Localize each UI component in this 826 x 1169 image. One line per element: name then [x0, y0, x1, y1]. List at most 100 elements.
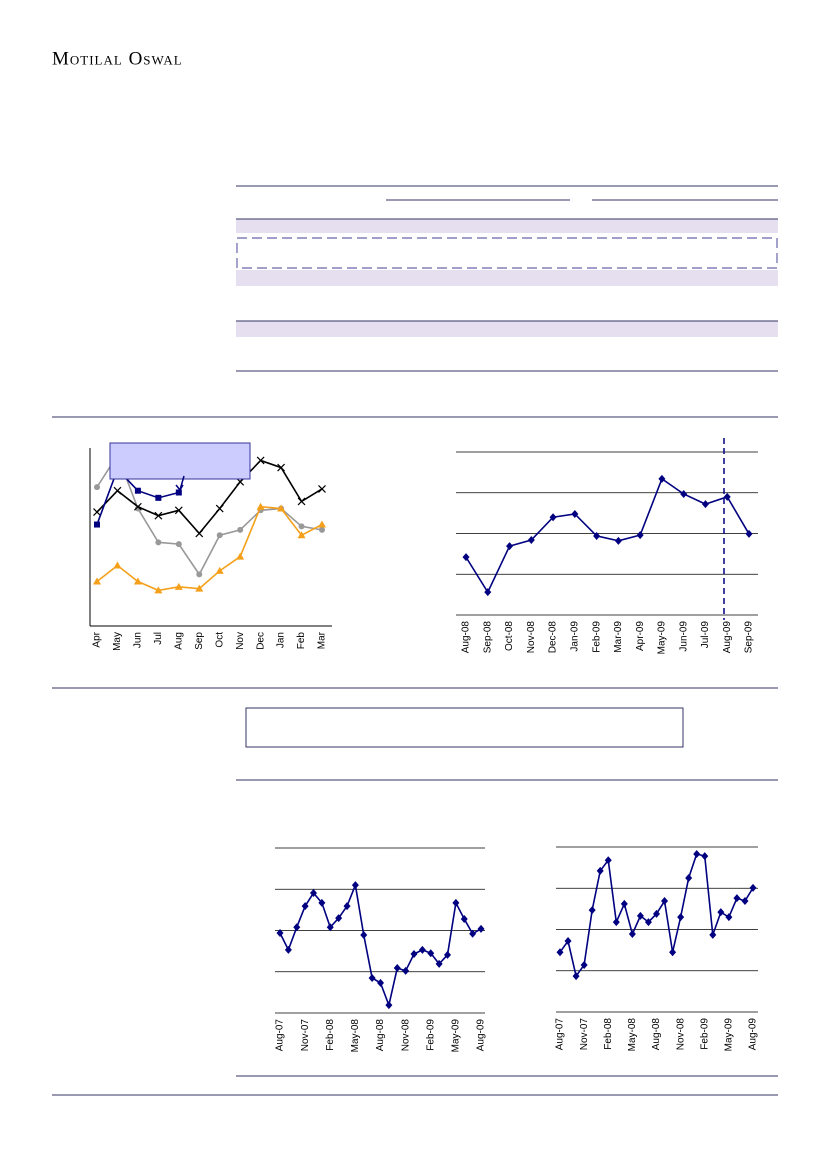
marker — [195, 529, 204, 538]
marker — [469, 929, 477, 938]
marker — [343, 902, 351, 911]
marker — [155, 539, 162, 546]
marker — [677, 913, 685, 922]
marker — [693, 850, 701, 859]
marker — [572, 972, 580, 981]
marker — [593, 531, 601, 540]
marker — [661, 897, 669, 906]
series-line — [465, 477, 750, 594]
legend-box — [109, 442, 251, 480]
marker — [113, 486, 122, 495]
x-tick-label: Aug-09 — [748, 1018, 759, 1051]
x-tick-label: Nov-08 — [675, 1018, 686, 1051]
x-tick-label: Nov-08 — [526, 621, 537, 654]
marker — [319, 526, 325, 533]
marker — [318, 485, 326, 493]
marker — [318, 520, 326, 528]
x-tick-label: Jun-09 — [678, 621, 689, 652]
marker — [195, 584, 204, 592]
marker — [410, 950, 418, 959]
marker — [749, 883, 757, 892]
marker — [154, 586, 163, 594]
marker — [427, 949, 435, 958]
marker — [298, 523, 305, 530]
marker — [477, 924, 485, 933]
marker — [133, 577, 142, 585]
marker — [174, 582, 183, 590]
marker — [506, 542, 514, 551]
marker — [216, 532, 223, 539]
marker — [484, 588, 492, 597]
marker — [741, 897, 749, 906]
marker — [393, 964, 401, 973]
x-tick-label: Jul — [153, 632, 164, 645]
shaded-row — [236, 219, 778, 233]
marker — [256, 502, 265, 510]
marker — [293, 923, 301, 932]
marker — [155, 494, 162, 501]
x-tick-label: Aug-09 — [476, 1019, 487, 1052]
x-tick-label: Nov-07 — [300, 1019, 311, 1052]
marker — [113, 561, 122, 569]
x-tick-label: Aug-08 — [375, 1019, 386, 1052]
marker — [215, 566, 224, 574]
marker — [435, 959, 443, 968]
marker — [276, 928, 284, 937]
x-tick-label: Jan — [276, 632, 287, 648]
marker — [134, 487, 141, 494]
marker — [385, 1001, 393, 1010]
x-tick-label: Feb-08 — [603, 1018, 614, 1050]
marker — [368, 973, 376, 982]
marker — [636, 531, 644, 540]
table — [236, 185, 778, 372]
marker — [580, 960, 588, 969]
marker — [174, 506, 183, 515]
marker — [301, 902, 309, 911]
marker — [701, 852, 709, 861]
x-tick-label: Aug-08 — [651, 1018, 662, 1051]
marker — [628, 930, 636, 939]
shaded-row — [236, 321, 778, 337]
marker — [745, 529, 753, 538]
marker — [94, 484, 100, 491]
x-tick-label: Jun — [133, 632, 144, 648]
x-tick-label: Feb-08 — [325, 1019, 336, 1051]
x-tick-label: Dec — [255, 632, 266, 650]
x-tick-label: Feb-09 — [591, 621, 602, 653]
marker — [685, 873, 693, 882]
marker — [175, 489, 182, 496]
x-tick-label: Feb-09 — [425, 1019, 436, 1051]
arrow — [175, 475, 185, 492]
highlight-box — [236, 237, 778, 269]
marker — [612, 918, 620, 927]
x-tick-label: Aug — [173, 632, 184, 650]
marker — [723, 492, 731, 501]
x-tick-label: Aug-08 — [461, 621, 472, 654]
marker — [326, 923, 334, 932]
marker — [733, 894, 741, 903]
marker — [701, 500, 709, 509]
marker — [418, 945, 426, 954]
marker — [377, 978, 384, 987]
x-tick-label: May-09 — [451, 1019, 462, 1053]
marker — [196, 571, 203, 578]
charts: Apr May Jun Jul Aug Sep Oct Nov Dec Jan Feb Mar Aug-… — [89, 448, 759, 1053]
marker — [93, 508, 101, 517]
x-tick-label: Dec-08 — [548, 621, 559, 654]
marker — [335, 914, 343, 923]
marker — [94, 521, 100, 528]
text-box — [245, 707, 684, 748]
marker — [596, 866, 604, 875]
x-tick-label: Aug-07 — [275, 1019, 286, 1052]
marker — [564, 937, 572, 946]
x-tick-label: Oct — [214, 632, 225, 648]
marker — [620, 899, 628, 908]
x-tick-label: Feb-09 — [699, 1018, 710, 1050]
marker — [460, 914, 468, 923]
marker — [297, 531, 306, 539]
x-tick-label: May-08 — [627, 1018, 638, 1052]
marker — [284, 945, 292, 954]
marker — [215, 504, 224, 513]
x-tick-label: Feb — [296, 632, 307, 650]
x-tick-label: May-09 — [657, 621, 668, 655]
